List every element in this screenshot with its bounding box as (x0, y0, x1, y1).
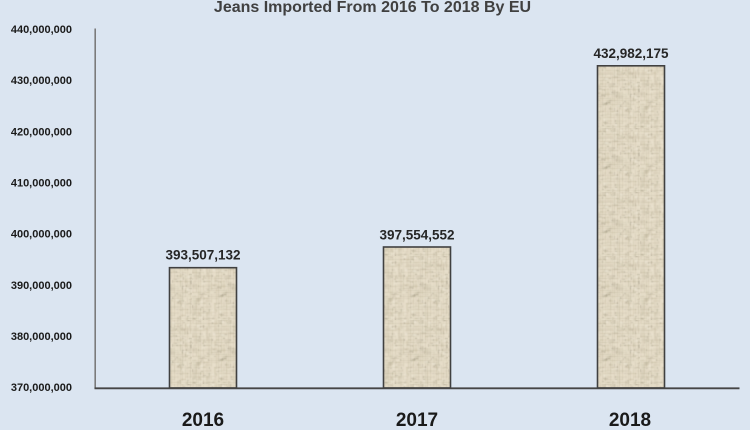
svg-text:440,000,000: 440,000,000 (11, 24, 72, 36)
svg-text:410,000,000: 410,000,000 (11, 178, 72, 190)
svg-text:2018: 2018 (609, 410, 651, 430)
svg-text:390,000,000: 390,000,000 (11, 280, 72, 292)
svg-text:420,000,000: 420,000,000 (11, 126, 72, 138)
svg-text:430,000,000: 430,000,000 (11, 75, 72, 87)
svg-text:2016: 2016 (182, 410, 224, 430)
svg-text:380,000,000: 380,000,000 (11, 331, 72, 343)
svg-text:2017: 2017 (396, 410, 438, 430)
svg-text:397,554,552: 397,554,552 (379, 227, 454, 242)
svg-text:400,000,000: 400,000,000 (11, 229, 72, 241)
svg-text:393,507,132: 393,507,132 (165, 247, 240, 262)
svg-text:Jeans Imported From 2016 To 20: Jeans Imported From 2016 To 2018 By EU (214, 0, 531, 16)
svg-text:370,000,000: 370,000,000 (11, 382, 72, 394)
svg-text:432,982,175: 432,982,175 (593, 46, 669, 61)
